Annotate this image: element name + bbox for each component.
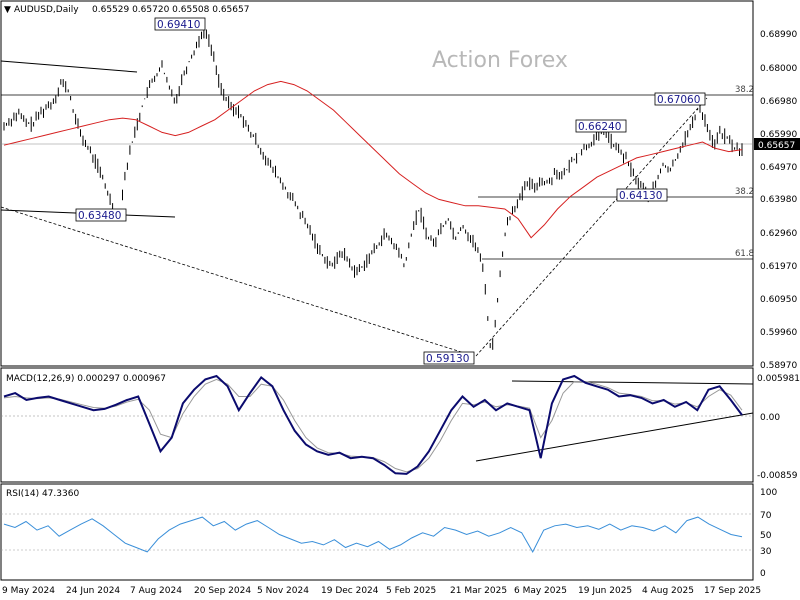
rsi-y-tick-label: 100 — [760, 488, 777, 498]
x-tick-label: 6 May 2025 — [514, 586, 567, 596]
annotation-text: 0.67060 — [657, 94, 700, 106]
price-panel-frame — [0, 0, 754, 367]
rsi-title: RSI(14) 47.3360 — [6, 489, 79, 499]
price-series — [3, 29, 743, 350]
x-tick-label: 4 Aug 2025 — [642, 586, 694, 596]
y-tick-label: 0.61970 — [760, 262, 797, 272]
x-tick-label: 19 Dec 2024 — [321, 586, 379, 596]
rsi-y-tick-label: 70 — [760, 511, 772, 521]
x-tick-label: 9 May 2024 — [2, 586, 55, 596]
dashed-trend-line — [475, 97, 708, 357]
rsi-y-tick-label: 50 — [760, 531, 772, 541]
dashed-trend-line — [0, 206, 475, 357]
macd-title: MACD(12,26,9) 0.000297 0.000967 — [6, 374, 166, 384]
annotation-box — [575, 119, 627, 133]
annotation-label: 0.67060 — [654, 92, 706, 106]
annotation-text: 0.69410 — [157, 19, 200, 31]
annotation-label: 0.59130 — [423, 351, 475, 365]
watermark: Action Forex — [432, 48, 568, 73]
y-tick-label: 0.64970 — [760, 163, 797, 173]
annotation-label: 0.66240 — [575, 119, 627, 133]
y-tick-label: 0.68000 — [760, 64, 797, 74]
x-tick-label: 19 Jun 2025 — [578, 586, 632, 596]
price-y-axis: 0.68990 0.68000 0.66980 0.65990 0.64970 … — [760, 30, 797, 371]
macd-panel-frame — [0, 367, 754, 483]
rsi-panel-frame — [0, 483, 754, 581]
annotation-text: 0.66240 — [578, 121, 621, 133]
y-tick-label: 0.60950 — [760, 295, 797, 305]
annotation-label: 0.63480 — [75, 208, 127, 222]
dropdown-arrow-icon[interactable]: ▼ — [4, 5, 11, 15]
macd-y-tick-label: 0.005981 — [757, 374, 800, 384]
y-tick-label: 0.66980 — [760, 97, 797, 107]
macd-trend-line — [475, 412, 754, 462]
trend-line — [0, 60, 138, 73]
annotation-box — [423, 351, 475, 365]
annotation-text: 0.59130 — [426, 353, 469, 365]
x-tick-label: 17 Sep 2025 — [704, 586, 761, 596]
annotation-box — [154, 17, 206, 31]
x-tick-label: 20 Sep 2024 — [194, 586, 251, 596]
rsi-y-tick-label: 30 — [760, 547, 772, 557]
chart-symbol-label: AUDUSD,Daily — [14, 5, 79, 15]
x-tick-label: 7 Aug 2024 — [130, 586, 182, 596]
chart-ohlc-values: 0.65529 0.65720 0.65508 0.65657 — [92, 5, 249, 15]
y-tick-label: 0.63980 — [760, 195, 797, 205]
x-axis: 9 May 2024 24 Jun 2024 7 Aug 2024 20 Sep… — [2, 586, 761, 596]
annotation-box — [654, 92, 706, 106]
annotation-box — [616, 188, 668, 202]
x-tick-label: 21 Mar 2025 — [450, 586, 507, 596]
moving-average-line — [3, 80, 743, 239]
y-tick-label: 0.65990 — [760, 130, 797, 140]
macd-line — [3, 374, 743, 475]
last-price-tag — [754, 138, 800, 150]
fib-label: 61.8 — [735, 249, 754, 259]
x-tick-label: 5 Feb 2025 — [386, 586, 436, 596]
y-tick-label: 0.62960 — [760, 229, 797, 239]
y-tick-label: 0.68990 — [760, 30, 797, 40]
fib-label: 38.2 — [735, 85, 754, 95]
macd-trend-line — [511, 380, 754, 385]
annotation-text: 0.64130 — [619, 190, 662, 202]
y-tick-label: 0.58970 — [760, 361, 797, 371]
annotation-label: 0.69410 — [154, 17, 206, 31]
y-tick-label: 0.59960 — [760, 328, 797, 338]
x-tick-label: 5 Nov 2024 — [257, 586, 309, 596]
rsi-y-tick-label: 0 — [760, 569, 766, 579]
fib-label: 38.2 — [735, 187, 754, 197]
annotation-text: 0.63480 — [78, 210, 121, 222]
x-tick-label: 24 Jun 2024 — [66, 586, 120, 596]
annotation-label: 0.64130 — [616, 188, 668, 202]
macd-y-tick-label: 0.00 — [760, 413, 780, 423]
annotation-box — [75, 208, 127, 222]
rsi-line — [3, 516, 743, 553]
macd-y-tick-label: -0.00859 — [757, 471, 798, 481]
last-price-label: 0.65657 — [758, 141, 795, 151]
